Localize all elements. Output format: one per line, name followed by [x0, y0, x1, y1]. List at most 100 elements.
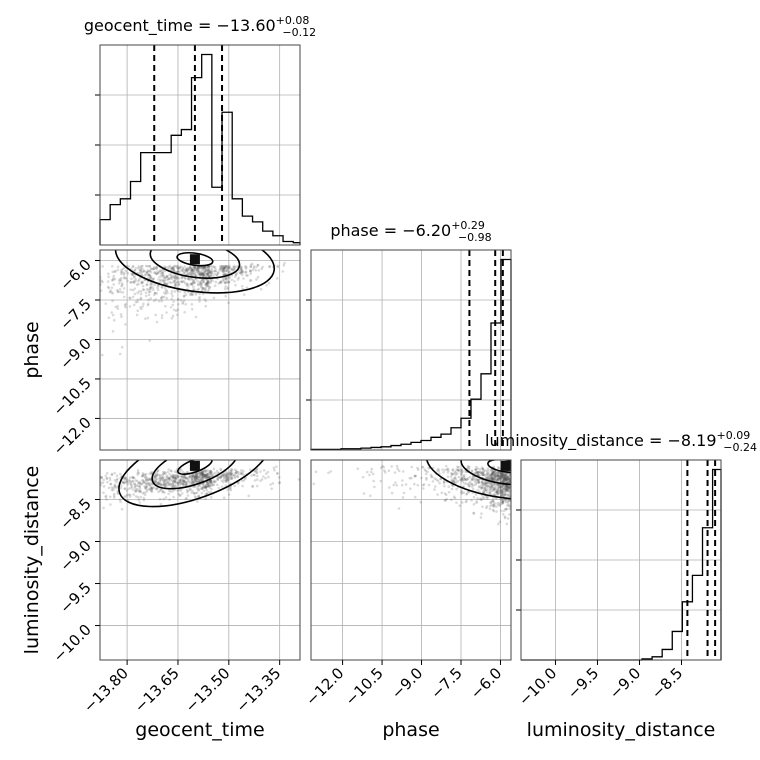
scatter-point	[239, 471, 243, 474]
panel-title-luminosity_distance: luminosity_distance = −8.19+0.09 −0.24	[485, 429, 757, 454]
scatter-point	[164, 304, 167, 308]
scatter-point	[242, 277, 245, 280]
scatter-point	[450, 471, 453, 475]
scatter-point	[112, 486, 115, 490]
scatter-point	[505, 478, 508, 482]
scatter-point	[194, 475, 197, 479]
scatter-point	[192, 268, 196, 272]
scatter-point	[172, 265, 176, 269]
scatter-point	[495, 478, 499, 481]
scatter-point	[219, 267, 223, 270]
scatter-point	[153, 283, 157, 287]
scatter-point	[206, 476, 210, 479]
scatter-point	[202, 485, 205, 489]
scatter-point	[212, 296, 216, 300]
scatter-point	[179, 494, 182, 497]
scatter-point	[480, 480, 484, 484]
scatter-point	[227, 301, 230, 304]
scatter-point	[118, 287, 122, 291]
scatter-point	[213, 471, 217, 475]
scatter-point	[498, 490, 502, 494]
scatter-point	[129, 280, 133, 284]
scatter-point	[202, 273, 206, 276]
scatter-point	[505, 507, 509, 511]
scatter-point	[256, 263, 260, 267]
scatter-point	[453, 476, 457, 479]
scatter-point	[181, 267, 185, 271]
scatter-point	[155, 477, 159, 481]
scatter-point	[262, 468, 266, 472]
scatter-point	[455, 481, 458, 484]
scatter-point	[111, 330, 115, 333]
scatter-point	[484, 482, 488, 485]
scatter-point	[184, 481, 188, 485]
scatter-point	[133, 287, 137, 290]
scatter-point	[503, 479, 506, 483]
scatter-point	[200, 470, 204, 473]
scatter-point	[112, 496, 116, 499]
scatter-point	[204, 472, 208, 476]
scatter-point	[146, 478, 150, 482]
contour-level-1	[151, 460, 239, 490]
scatter-point	[119, 276, 123, 280]
scatter-point	[234, 471, 237, 475]
scatter-point	[441, 468, 444, 471]
scatter-point	[478, 485, 481, 488]
scatter-point	[275, 277, 279, 280]
scatter-point	[501, 489, 505, 493]
scatter-point	[110, 311, 114, 314]
scatter-point	[489, 469, 493, 472]
scatter-point	[497, 466, 501, 470]
scatter-point	[139, 305, 142, 309]
scatter-point	[156, 486, 159, 490]
scatter-point	[185, 282, 189, 286]
scatter-point	[119, 500, 122, 504]
scatter-point	[126, 483, 130, 486]
scatter-point	[446, 475, 450, 479]
scatter-point	[206, 473, 210, 476]
scatter-point	[165, 290, 168, 293]
scatter-point	[221, 267, 224, 270]
scatter-point	[483, 489, 487, 492]
scatter-point	[184, 484, 188, 487]
scatter-point	[492, 487, 495, 490]
scatter-point	[503, 493, 507, 496]
scatter-point	[443, 484, 446, 488]
scatter-point	[425, 478, 428, 481]
scatter-point	[229, 487, 232, 490]
scatter-point	[460, 477, 464, 481]
scatter-point	[402, 491, 406, 495]
scatter-point	[149, 486, 153, 490]
scatter-point	[240, 284, 244, 288]
scatter-point	[255, 478, 259, 481]
scatter-point	[188, 473, 192, 477]
scatter-point	[219, 475, 223, 479]
scatter-point	[507, 504, 511, 508]
scatter-point	[113, 478, 117, 482]
scatter-point	[454, 471, 457, 474]
scatter-point	[147, 487, 151, 491]
scatter-point	[195, 268, 199, 272]
scatter-point	[202, 266, 205, 269]
scatter-point	[449, 475, 453, 478]
scatter-point	[489, 486, 493, 489]
scatter-point	[116, 304, 119, 308]
scatter-point	[498, 474, 501, 478]
scatter-point	[455, 472, 459, 475]
scatter-point	[181, 269, 185, 272]
scatter-point	[503, 489, 507, 493]
scatter-point	[110, 473, 114, 476]
scatter-point	[496, 475, 500, 478]
scatter-point	[133, 485, 137, 489]
scatter-point	[508, 490, 511, 494]
scatter-point	[421, 483, 425, 487]
scatter-point	[470, 478, 474, 482]
scatter-point	[159, 483, 162, 486]
scatter-point	[165, 479, 168, 482]
scatter-point	[220, 269, 224, 272]
scatter-point	[100, 481, 103, 484]
scatter-point	[157, 284, 160, 288]
scatter-point	[500, 489, 503, 492]
scatter-point	[179, 299, 183, 302]
scatter-point	[104, 494, 108, 498]
